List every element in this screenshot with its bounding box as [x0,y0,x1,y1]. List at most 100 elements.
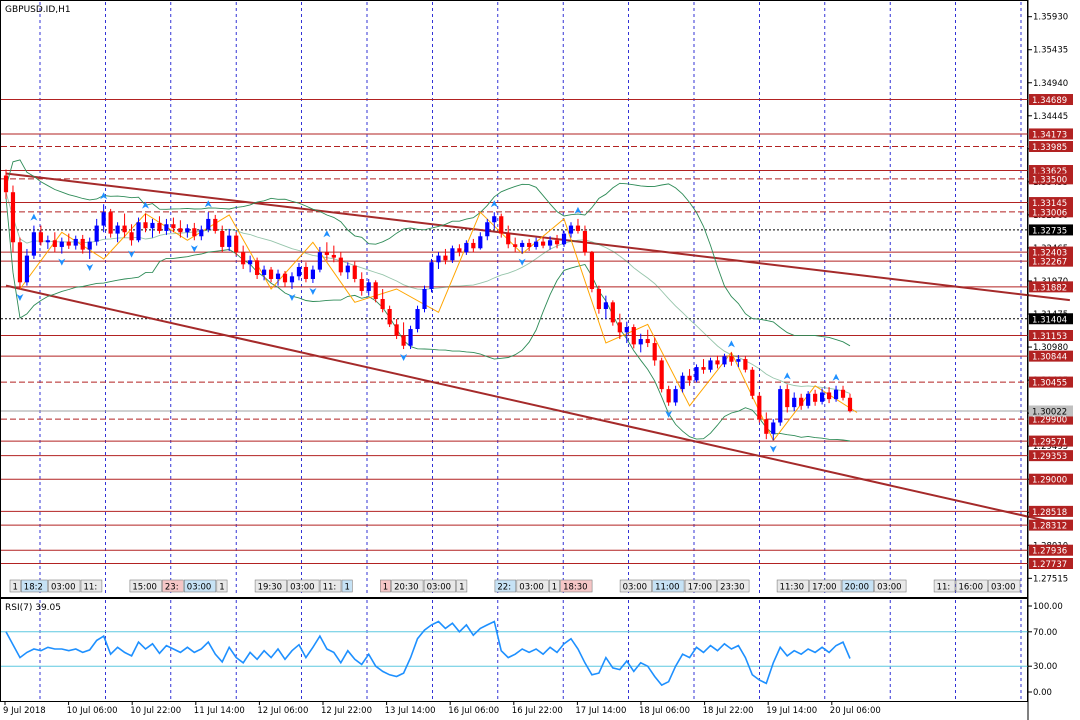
fractal-up-icon [30,213,38,221]
level-price-tag-text: 1.29900 [1032,416,1067,426]
candle-body [624,327,629,333]
candle-body [206,218,211,230]
candle-body [73,238,78,246]
candle-body [373,282,378,299]
session-tag-text: 03:00 [290,583,315,593]
rsi-line [5,620,851,687]
candle-body [847,397,853,412]
level-price-tag [1029,435,1073,447]
candle-body [813,393,818,402]
candle-body [492,216,497,223]
session-tag-text: 23: [165,583,179,593]
candle-body [220,230,225,247]
marker-price-tag [1029,224,1073,236]
level-price-tag-text: 1.33145 [1032,199,1067,209]
candle-body [694,367,699,381]
candle-body [108,212,113,234]
level-price-tag [1029,140,1073,152]
bollinger-lower [5,197,851,442]
candle-body [673,389,678,403]
session-tag [20,579,48,593]
candle-body [66,241,71,246]
candle-body [331,254,336,258]
fractal-up-icon [323,230,331,238]
session-tag-text: 17:00 [688,583,713,593]
candle-body [303,266,309,279]
candles [3,169,853,441]
level-price-tag-text: 1.30455 [1032,379,1067,389]
candle-body [352,265,357,279]
fractals [16,192,840,453]
level-price-tag [1029,519,1073,531]
candle-body [415,309,420,330]
candle-body [192,228,197,237]
candle-body [143,222,148,229]
time-tick-label: 18 Jul 22:00 [703,706,754,716]
candle-body [652,343,657,361]
level-price-tag-text: 1.34173 [1032,130,1067,140]
time-tick-label: 10 Jul 22:00 [130,706,181,716]
fractal-down-icon [665,410,673,418]
candle-body [3,175,9,193]
candle-body [185,228,190,233]
candle-body [10,192,16,243]
candle-body [296,266,302,277]
fractal-up-icon [832,373,840,381]
level-price-tag-text: 1.27936 [1032,547,1067,557]
session-tag [48,579,81,593]
candle-body [324,252,329,255]
price-tick-label: 1.30980 [1033,343,1068,353]
candle-body [520,242,525,247]
candle-body [596,288,601,310]
candle-body [38,232,43,243]
candle-body [199,229,204,237]
candle-body [582,230,588,253]
candle-body [645,339,650,344]
candle-body [826,392,832,400]
session-tag [684,579,717,593]
candle-body [380,299,385,310]
candle-body [799,397,804,406]
chart-title: GBPUSD.ID,H1 [5,5,71,15]
candle-body [778,389,783,423]
fractal-up-icon [204,200,212,208]
time-axis[interactable]: 9 Jul 2018 10 Jul 06:00 10 Jul 22:00 11 Jul… [3,701,881,716]
candle-body [722,356,727,365]
candle-body [771,422,776,434]
session-tags: 1 18:2 03:00 11: 15:00 23: 03:00 1 19:30 03:00 11:… [9,579,1021,593]
candle-body [701,367,706,370]
candle-body [227,235,232,247]
price-tick-label: 1.34445 [1033,112,1068,122]
time-tick-label: 18 Jul 06:00 [639,706,690,716]
candle-body [401,335,406,346]
level-price-tag-text: 1.29571 [1032,438,1067,448]
level-price-tag-text: 1.28312 [1032,522,1067,532]
level-price-tag-text: 1.34689 [1032,96,1067,106]
session-tag-text: 15:00 [132,583,157,593]
current-price-tag [1029,405,1073,417]
candle-body [547,240,553,246]
price-tick-label: 1.35930 [1033,13,1068,23]
session-tag [548,579,560,593]
candle-body [213,218,218,231]
fractal-down-icon [16,293,24,301]
candle-body [471,242,476,249]
level-price-tag [1029,350,1073,362]
session-tag [652,579,685,593]
candle-body [840,389,846,398]
session-tag [717,579,750,593]
time-tick-label: 9 Jul 2018 [3,706,46,716]
price-axis[interactable]: 1.359301.354351.349401.344451.339501.334… [1027,0,1073,720]
session-tag-text: 11:30 [780,583,805,593]
fractal-down-icon [190,245,198,253]
candle-body [785,389,790,408]
candle-body [534,241,539,247]
session-tag-text: 16:00 [959,583,984,593]
candle-body [157,222,162,231]
time-tick-label: 13 Jul 14:00 [385,706,436,716]
time-tick-label: 16 Jul 06:00 [448,706,499,716]
fractal-down-icon [58,258,66,266]
price-tick-label: 1.34940 [1033,79,1068,89]
candle-body [248,260,253,265]
level-price-tag [1029,281,1073,293]
